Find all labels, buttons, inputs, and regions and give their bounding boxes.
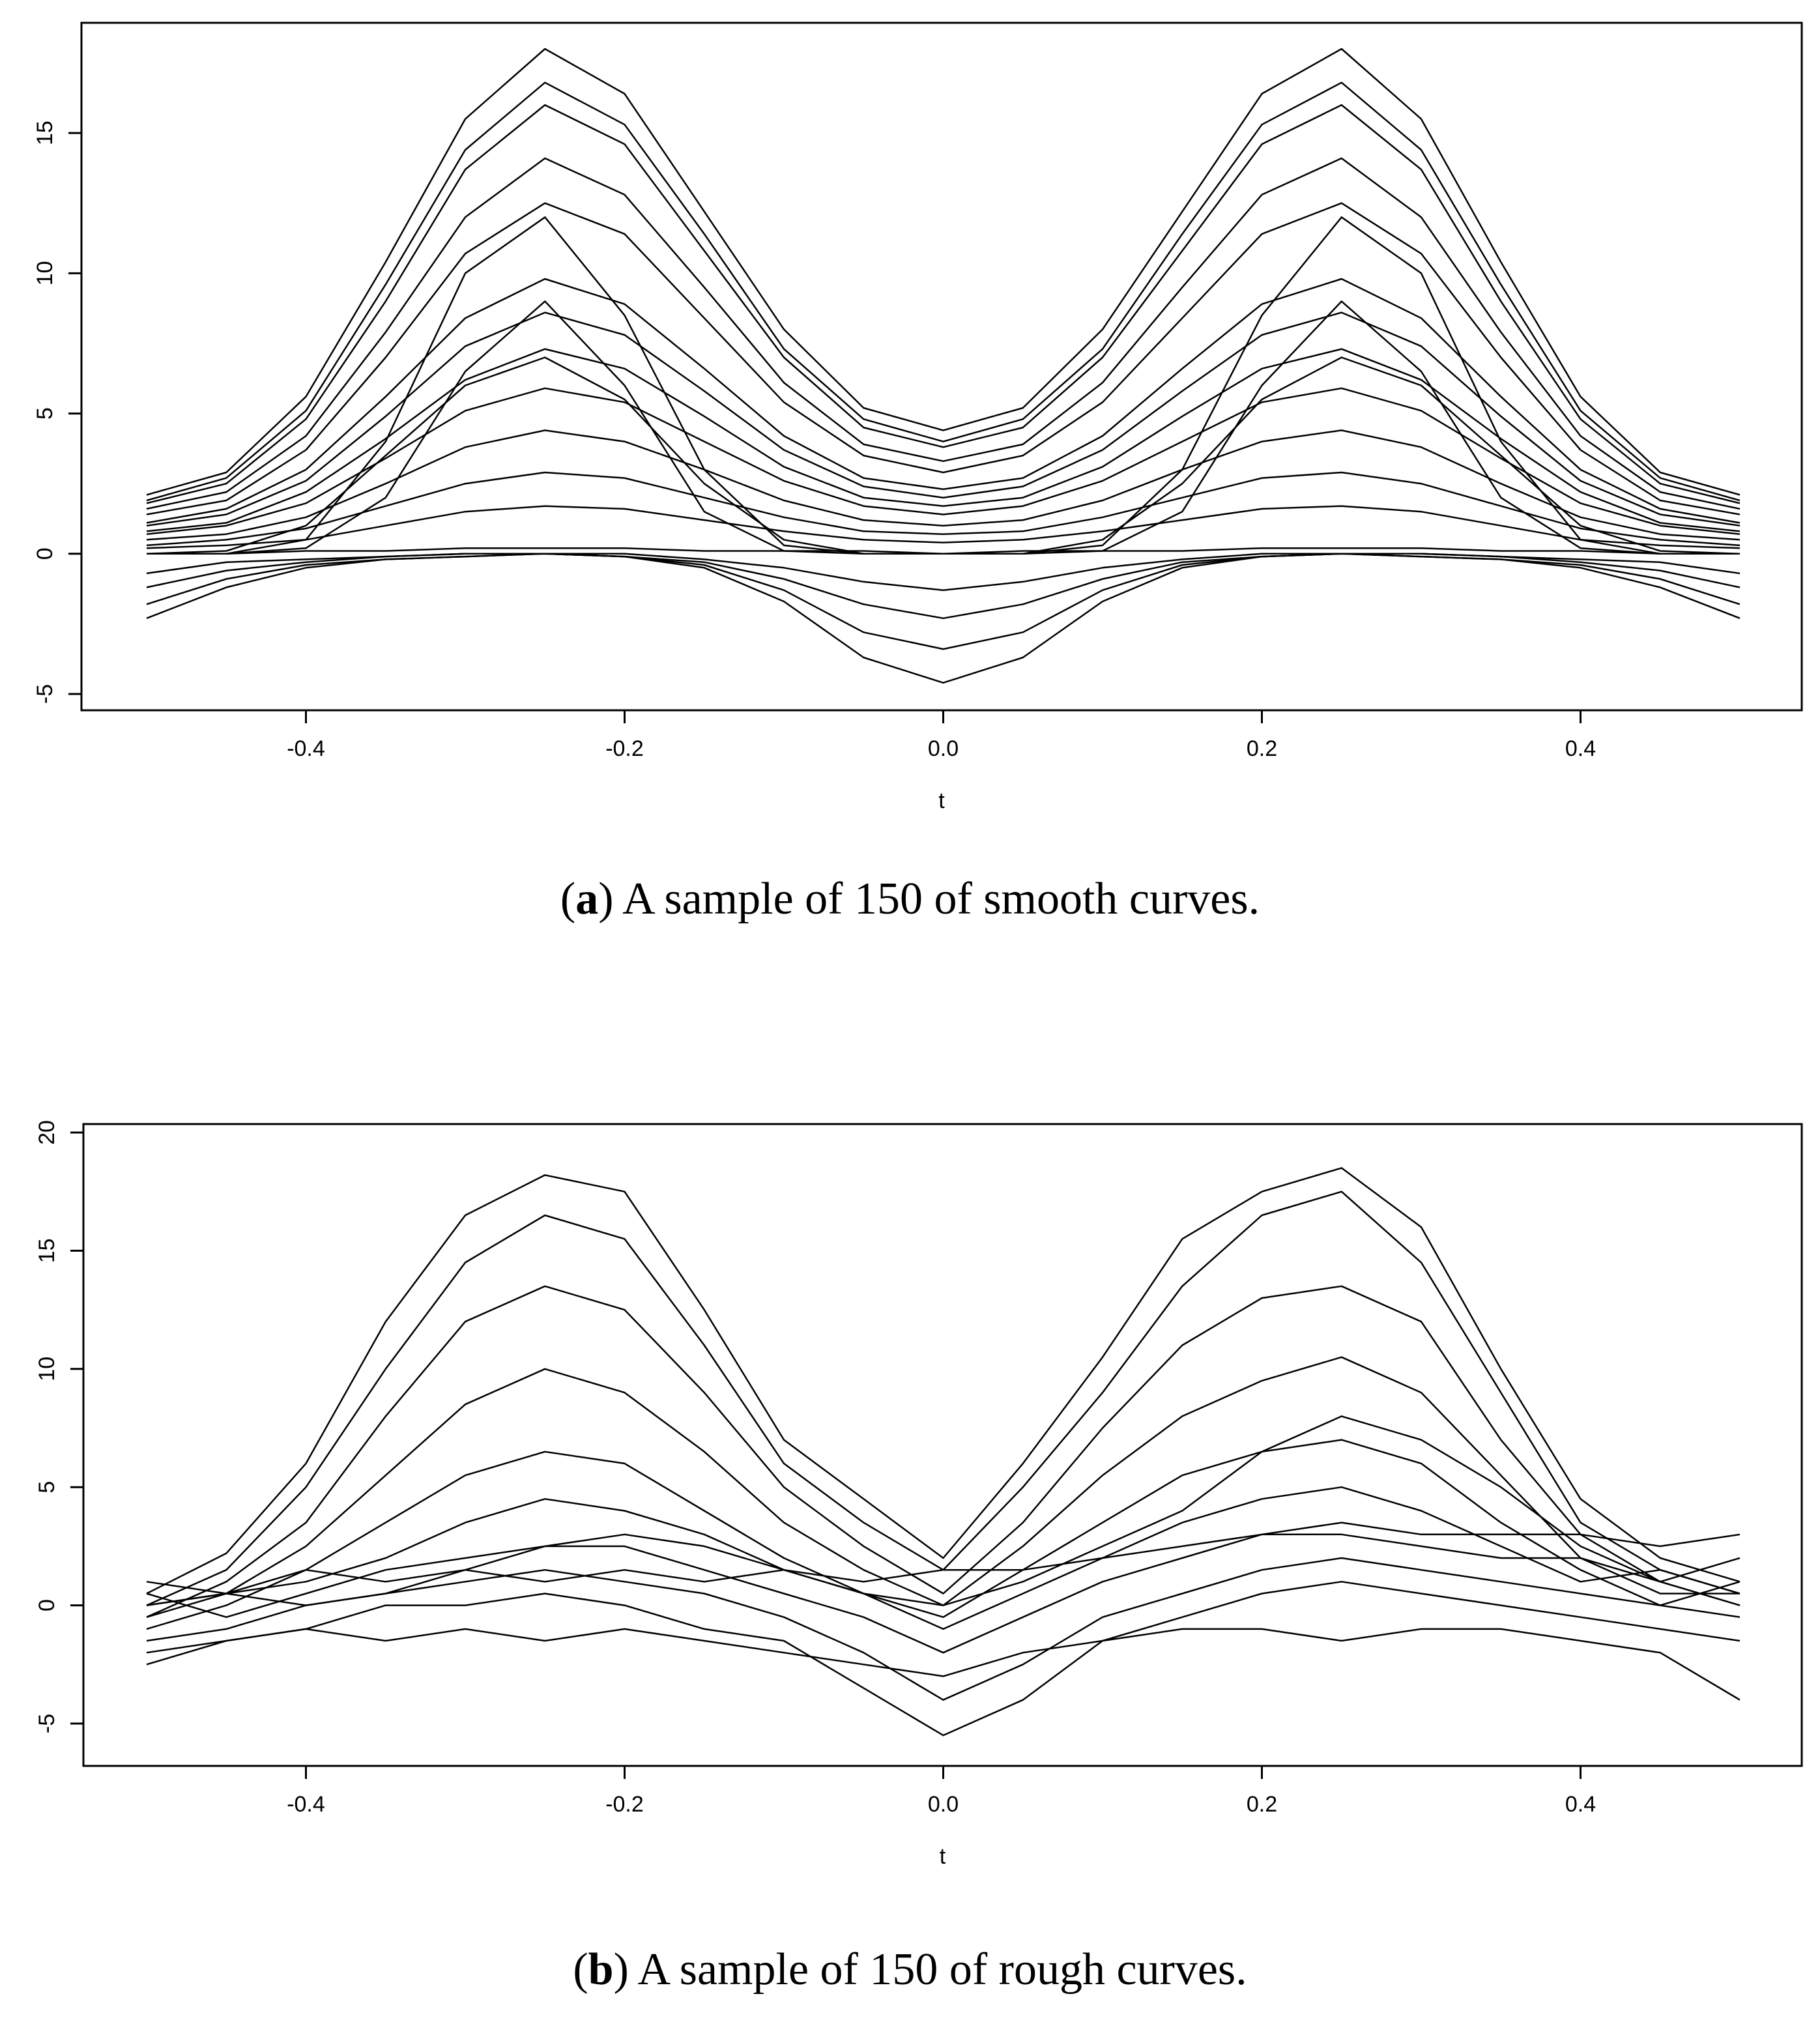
x-tick-label: 0.4: [1565, 736, 1596, 761]
caption-b: (b) A sample of 150 of rough curves.: [573, 1944, 1247, 1995]
series-line-5: [146, 1439, 1741, 1630]
caption-a: (a) A sample of 150 of smooth curves.: [560, 874, 1260, 924]
series-line-3: [146, 1285, 1741, 1618]
series-line-7: [146, 311, 1741, 527]
x-tick-label: -0.4: [287, 736, 325, 761]
series-group: [146, 48, 1741, 684]
series-line-13: [147, 547, 1740, 555]
series-line-12: [146, 1415, 1741, 1606]
y-tick-label: -5: [35, 1714, 59, 1733]
series-line-17: [146, 553, 1741, 684]
series-line-8: [146, 348, 1741, 532]
series-line-12: [146, 505, 1741, 549]
series-line-5: [146, 202, 1741, 515]
series-line-1: [146, 48, 1741, 496]
series-group: [146, 1167, 1741, 1737]
x-tick-label: 0.0: [928, 736, 959, 761]
x-axis-label: t: [940, 1844, 946, 1869]
series-line-11: [146, 471, 1741, 547]
y-tick-label: 5: [33, 407, 57, 420]
series-line-3: [146, 104, 1741, 504]
series-line-9: [146, 1581, 1741, 1737]
caption-a-text: A sample of 150 of smooth curves.: [613, 874, 1260, 924]
series-line-16: [146, 553, 1741, 650]
y-tick-label: -5: [33, 684, 57, 704]
series-line-20: [147, 300, 1740, 555]
caption-b-text: A sample of 150 of rough curves.: [628, 1944, 1247, 1995]
chart-b-rough-curves: -0.4 -0.2 0.0 0.2 0.4 t -5 0 5 10 15 20: [35, 1120, 1803, 1869]
y-tick-label: 20: [35, 1120, 59, 1145]
series-line-10: [146, 429, 1741, 541]
series-line-18: [146, 356, 1741, 555]
series-line-2: [146, 81, 1741, 502]
series-line-7: [146, 1533, 1741, 1654]
chart-a-smooth-curves: -0.4 -0.2 0.0 0.2 0.4 t -5 0 5 10 15: [33, 22, 1803, 813]
series-line-4: [146, 157, 1741, 510]
x-tick-label: -0.4: [287, 1792, 325, 1817]
series-line-15: [146, 553, 1741, 620]
x-tick-label: 0.2: [1247, 736, 1277, 761]
series-line-4: [146, 1356, 1740, 1606]
y-tick-label: 15: [35, 1238, 59, 1263]
x-tick-label: 0.4: [1565, 1792, 1596, 1817]
plot-frame: [82, 1123, 1803, 1767]
y-tick-label: 5: [35, 1481, 59, 1494]
series-line-19: [147, 216, 1740, 555]
caption-b-letter: b: [588, 1944, 614, 1995]
series-line-6: [146, 278, 1741, 524]
y-tick-label: 15: [33, 121, 57, 145]
series-line-2: [146, 1191, 1741, 1606]
series-line-11: [146, 1628, 1741, 1701]
y-tick-label: 0: [33, 547, 57, 560]
caption-a-letter: a: [575, 874, 599, 924]
series-line-8: [146, 1557, 1741, 1701]
series-line-10: [146, 1522, 1741, 1595]
x-tick-label: 0.2: [1247, 1792, 1277, 1817]
x-tick-label: -0.2: [605, 1792, 644, 1817]
series-line-9: [146, 387, 1741, 535]
x-tick-label: -0.2: [605, 736, 644, 761]
x-axis-label: t: [938, 788, 945, 813]
y-tick-label: 10: [35, 1357, 59, 1381]
x-tick-label: 0.0: [928, 1792, 959, 1817]
plot-frame: [80, 22, 1803, 712]
y-tick-label: 10: [33, 261, 57, 285]
y-tick-label: 0: [35, 1599, 59, 1611]
series-line-1: [146, 1167, 1741, 1595]
